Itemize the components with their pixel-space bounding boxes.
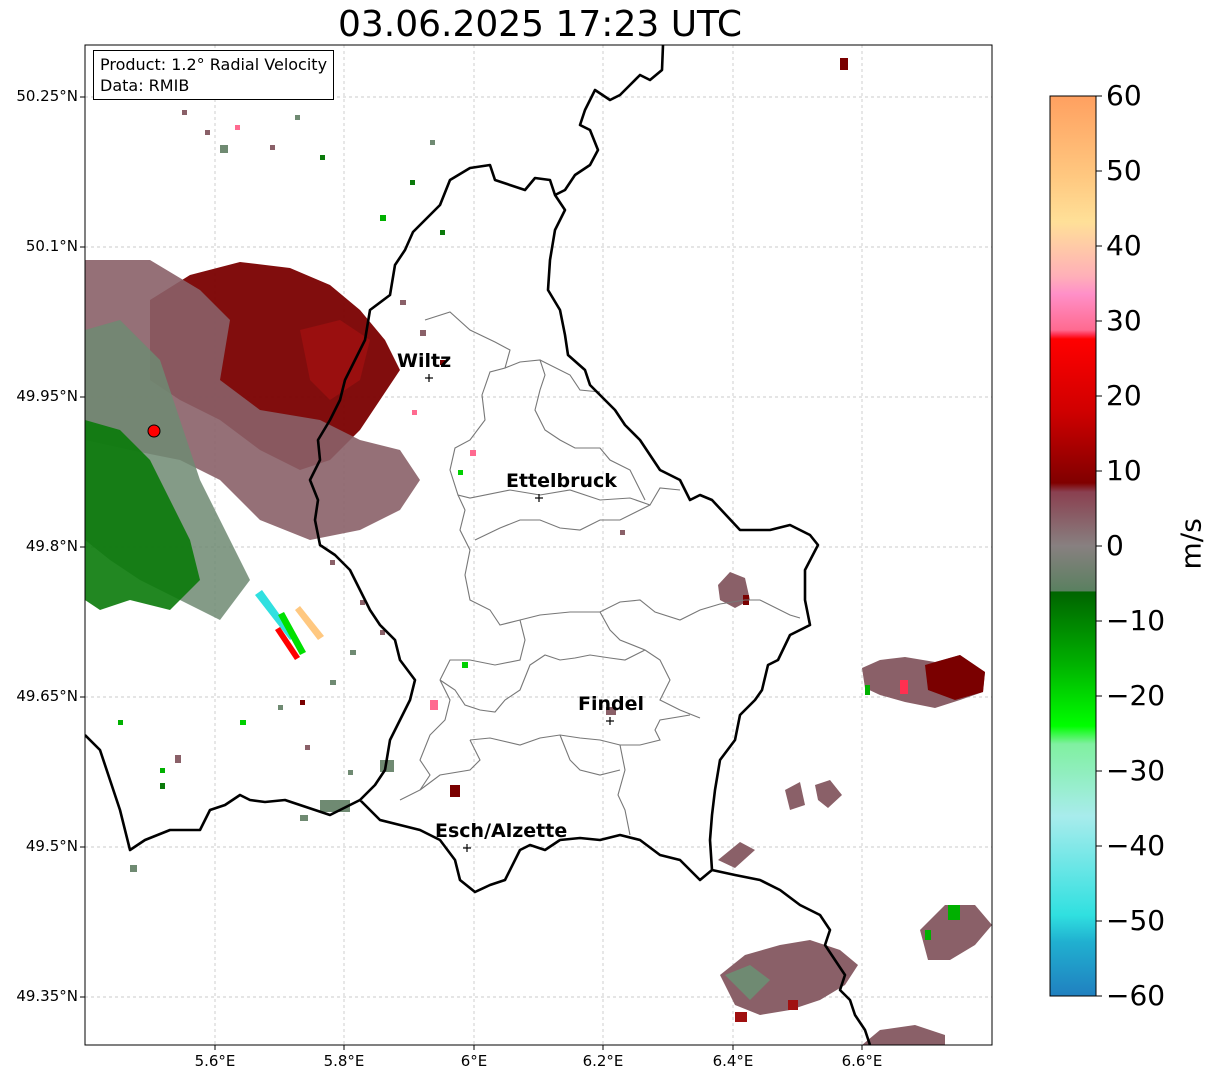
city-label-esch: Esch/Alzette (435, 820, 568, 842)
colorbar-unit-label: m/s (1174, 518, 1207, 570)
radar-echoes (85, 260, 420, 620)
data-source-label: Data: RMIB (100, 76, 190, 95)
national-borders (85, 45, 872, 1045)
storm-cells (718, 572, 992, 1045)
colorbar-tick-label: −10 (1106, 604, 1166, 637)
colorbar-tick-label: 20 (1106, 379, 1142, 412)
map-frame (84, 44, 993, 1046)
luxembourg-border (308, 163, 820, 894)
product-info-box: Product: 1.2° Radial Velocity Data: RMIB (93, 50, 335, 100)
product-label: Product: 1.2° Radial Velocity (100, 55, 328, 74)
lat-label: 49.5°N (25, 837, 78, 855)
germany-belgium-north-border (554, 45, 665, 197)
colorbar-tick-label: 40 (1106, 229, 1142, 262)
colorbar-tick-label: 50 (1106, 154, 1142, 187)
lon-label: 6.4°E (712, 1052, 754, 1070)
echo-light-red (300, 320, 370, 400)
lon-label: 5.6°E (194, 1052, 236, 1070)
lon-label: 6.2°E (582, 1052, 624, 1070)
lat-label: 50.25°N (16, 87, 78, 105)
lon-label: 6.6°E (841, 1052, 883, 1070)
lat-label: 50.1°N (25, 237, 78, 255)
colorbar-tick-label: −40 (1106, 829, 1166, 862)
colorbar (1049, 95, 1097, 997)
city-label-wiltz: Wiltz (397, 350, 452, 372)
lat-label: 49.35°N (16, 987, 78, 1005)
colorbar-tick-label: 0 (1106, 529, 1124, 562)
lon-label: 6°E (460, 1052, 488, 1070)
echo-mixed-gray (85, 260, 420, 540)
canton-borders (399, 311, 801, 836)
colorbar-tick-label: 10 (1106, 454, 1142, 487)
echo-specks (118, 58, 848, 872)
colorbar-tick-label: 60 (1106, 79, 1142, 112)
lat-label: 49.95°N (16, 387, 78, 405)
radar-site-marker (147, 424, 161, 438)
echo-inbound (85, 420, 200, 610)
colorbar-tick-label: −20 (1106, 679, 1166, 712)
city-label-findel: Findel (578, 693, 645, 715)
colorbar-ticks (1096, 95, 1102, 997)
colorbar-tick-label: −30 (1106, 754, 1166, 787)
germany-france-border (711, 868, 872, 1045)
city-markers (425, 374, 614, 852)
colorbar-tick-label: −50 (1106, 904, 1166, 937)
france-belgium-border (85, 734, 361, 852)
lat-label: 49.8°N (25, 537, 78, 555)
city-label-ettelbruck: Ettelbruck (506, 470, 617, 492)
colorbar-tick-label: −60 (1106, 979, 1166, 1012)
lat-label: 49.65°N (16, 687, 78, 705)
lon-label: 5.8°E (323, 1052, 365, 1070)
axis-ticks (80, 96, 863, 1050)
map-title: 03.06.2025 17:23 UTC (337, 4, 743, 45)
colorbar-tick-label: 30 (1106, 304, 1142, 337)
